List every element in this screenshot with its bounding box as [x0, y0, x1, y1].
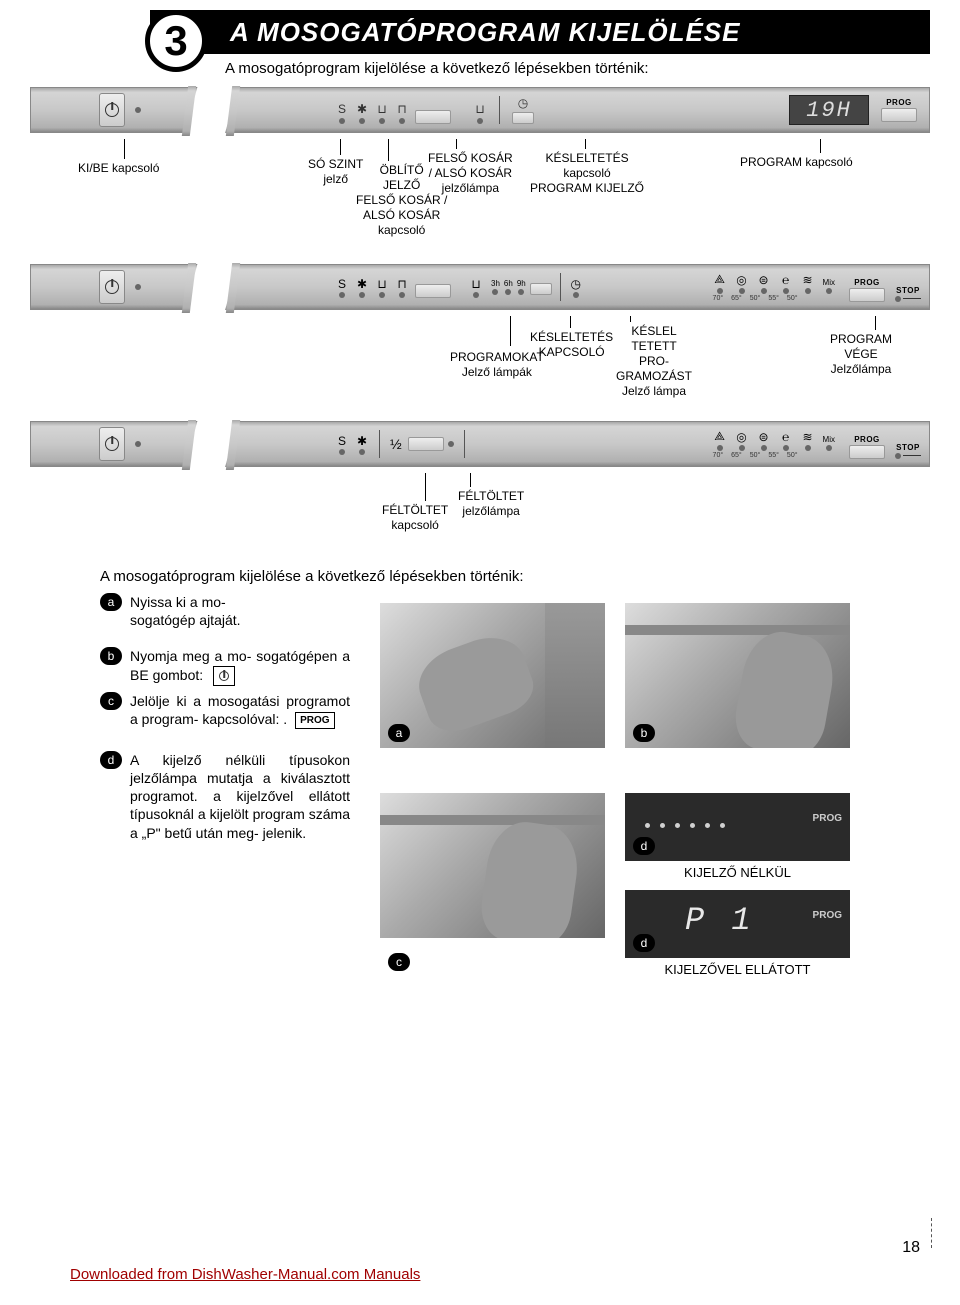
clock-icon: ◷	[516, 96, 530, 110]
delay-6h: 6h	[504, 279, 513, 288]
power-icon-inline	[213, 666, 235, 686]
power-icon	[105, 103, 119, 117]
panel3-labels: FÉLTÖLTET kapcsoló FÉLTÖLTET jelzőlámpa	[30, 473, 930, 548]
mix-label: Mix	[823, 278, 835, 287]
lbl-feltoltet-jelzo: FÉLTÖLTET jelzőlámpa	[458, 489, 524, 519]
step-number: 3	[164, 17, 187, 65]
prog-icon-3: ⊜	[757, 273, 771, 287]
power-icon	[105, 280, 119, 294]
half-symbol: ½	[390, 436, 402, 452]
rack-select-button[interactable]	[415, 110, 451, 124]
photo-a	[380, 603, 605, 748]
step-text-d: A kijelző nélküli típusokon jelzőlámpa m…	[130, 751, 350, 842]
lbl-keslel-tetett: KÉSLEL TETETT PRO- GRAMOZÁST Jelző lámpa	[616, 324, 692, 399]
step-number-circle: 3	[145, 10, 207, 72]
lbl-program-kapcsolo: PROGRAM kapcsoló	[740, 155, 853, 170]
control-panel-3: S ✱ ½ ⟁ ◎ ⊜ ℮ ≋ Mix 70° 65° 50° 55° 50°	[30, 421, 930, 467]
step-letter-c: c	[100, 692, 122, 710]
prog-label: PROG	[886, 98, 912, 107]
display-7seg: 19H	[789, 95, 869, 125]
wash-icon: ⊔	[469, 277, 483, 291]
rack-button-2[interactable]	[415, 284, 451, 298]
photo-badge-c: c	[388, 953, 410, 971]
prog-icon-1: ⟁	[713, 273, 727, 287]
subtitle: A mosogatóprogram kijelölése a következő…	[225, 60, 960, 77]
control-panel-1: S ✱ ⊔ ⊓ ⊔ ◷ 19H PROG	[30, 87, 930, 133]
stop-label-3: STOP	[896, 443, 920, 452]
caption-d2: KIJELZŐVEL ELLÁTOTT	[625, 962, 850, 977]
prog-chip-inline: PROG	[295, 712, 334, 729]
control-panel-2: S ✱ ⊔ ⊓ ⊔ 3h 6h 9h ◷ ⟁ ◎ ⊜ ℮ ≋ Mix 70° 6…	[30, 264, 930, 310]
clock-icon: ◷	[569, 277, 583, 291]
power-led-2	[135, 284, 141, 290]
rinse-icon: ✱	[355, 434, 369, 448]
lower-rack-icon: ⊓	[395, 102, 409, 116]
wash-icon: ⊔	[473, 102, 487, 116]
power-button-3[interactable]	[99, 427, 125, 461]
prog-button[interactable]	[881, 108, 917, 122]
lbl-ki-be: KI/BE kapcsoló	[78, 161, 159, 176]
power-led-3	[135, 441, 141, 447]
prog-icon-5: ≋	[801, 273, 815, 287]
power-led	[135, 107, 141, 113]
photo-badge-b: b	[633, 724, 655, 742]
upper-rack-icon: ⊔	[375, 102, 389, 116]
stop-label: STOP	[896, 286, 920, 295]
half-load-button[interactable]	[408, 437, 444, 451]
upper-rack-icon: ⊔	[375, 277, 389, 291]
page-title: A MOSOGATÓPROGRAM KIJELÖLÉSE	[230, 17, 740, 48]
delay-button[interactable]	[512, 112, 534, 124]
footer-link[interactable]: Downloaded from DishWasher-Manual.com Ma…	[70, 1266, 420, 1283]
power-button[interactable]	[99, 93, 125, 127]
salt-icon: S	[335, 277, 349, 291]
power-button-2[interactable]	[99, 270, 125, 304]
photo-d1: PROG d	[625, 793, 850, 861]
step-text-c: Jelölje ki a mosogatási programot a prog…	[130, 692, 350, 729]
prog-label-2: PROG	[854, 278, 880, 287]
prog-icon-2: ◎	[735, 273, 749, 287]
step-text-a: Nyissa ki a mo- sogatógép ajtaját.	[130, 593, 350, 629]
page-number: 18	[902, 1239, 920, 1257]
salt-icon: S	[335, 102, 349, 116]
power-icon	[105, 437, 119, 451]
photo-c	[380, 793, 605, 938]
lbl-feltoltet-kapcsolo: FÉLTÖLTET kapcsoló	[382, 503, 448, 533]
photo-badge-a: a	[388, 724, 410, 742]
prog-button-3[interactable]	[849, 445, 885, 459]
step-text-b: Nyomja meg a mo- sogatógépen a BE gombot…	[130, 647, 350, 685]
caption-d1: KIJELZŐ NÉLKÜL	[625, 865, 850, 880]
photo-b	[625, 603, 850, 748]
panel1-labels: KI/BE kapcsoló SÓ SZINT jelző ÖBLÍTŐ JEL…	[30, 139, 930, 254]
step-letter-b: b	[100, 647, 122, 665]
rinse-icon: ✱	[355, 277, 369, 291]
header-band: A MOSOGATÓPROGRAM KIJELÖLÉSE	[150, 10, 930, 54]
lower-rack-icon: ⊓	[395, 277, 409, 291]
lbl-felso-also: FELSŐ KOSÁR / ALSÓ KOSÁR jelzőlámpa	[428, 151, 513, 196]
step-letter-a: a	[100, 593, 122, 611]
photo-badge-d1: d	[633, 837, 655, 855]
prog-icon-4: ℮	[779, 273, 793, 287]
delay-button-2[interactable]	[530, 283, 552, 295]
rinse-icon: ✱	[355, 102, 369, 116]
steps-intro: A mosogatóprogram kijelölése a következő…	[100, 568, 930, 585]
panel2-labels: PROGRAMOKAT Jelző lámpák KÉSLELTETÉS KAP…	[30, 316, 930, 411]
lbl-kesleltetes-kapcsolo: KÉSLELTETÉS KAPCSOLÓ	[530, 330, 613, 360]
photo-d2: P 1 PROG d	[625, 890, 850, 958]
prog-button-2[interactable]	[849, 288, 885, 302]
lbl-program-vege: PROGRAM VÉGE Jelzőlámpa	[830, 332, 892, 377]
prog-label-3: PROG	[854, 435, 880, 444]
salt-icon: S	[335, 434, 349, 448]
lbl-kesleltetes: KÉSLELTETÉS kapcsoló PROGRAM KIJELZŐ	[530, 151, 644, 196]
photo-badge-d2: d	[633, 934, 655, 952]
delay-3h: 3h	[491, 279, 500, 288]
step-letter-d: d	[100, 751, 122, 769]
delay-9h: 9h	[517, 279, 526, 288]
